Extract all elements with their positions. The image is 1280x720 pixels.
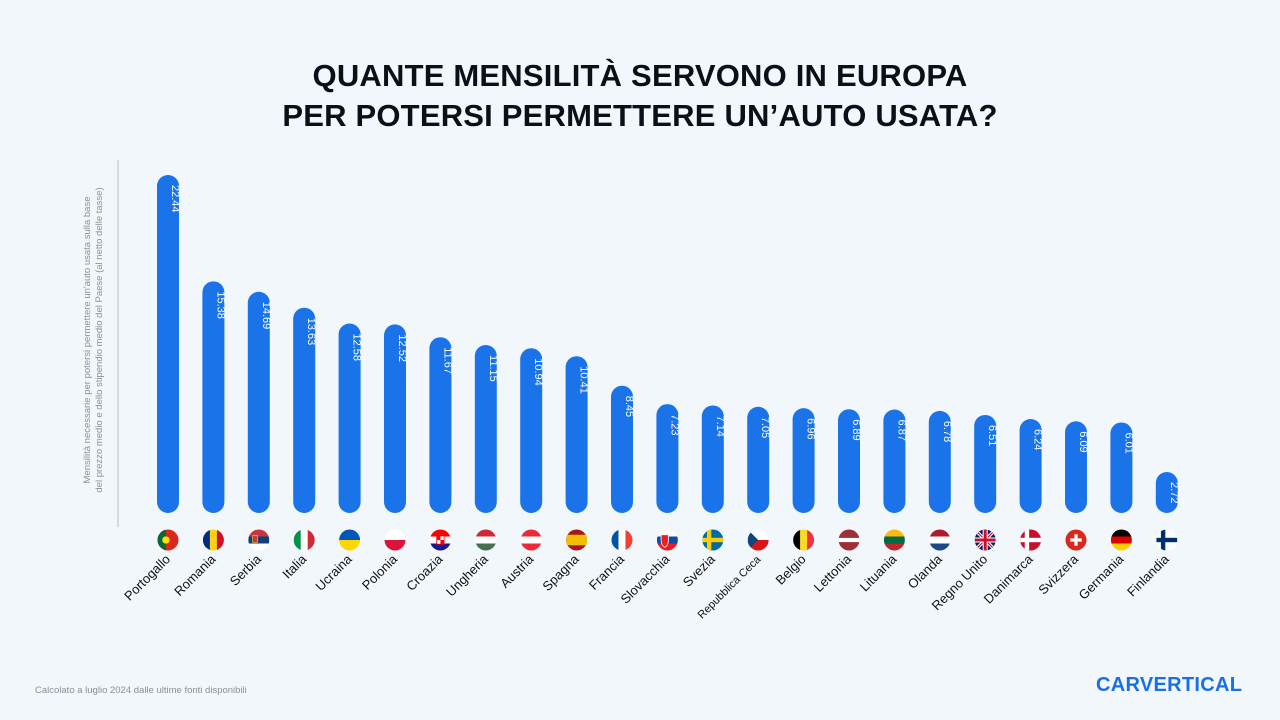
spain-flag xyxy=(566,529,588,551)
value-label: 11.15 xyxy=(487,355,499,382)
category-label: Romania xyxy=(171,551,219,599)
value-label: 2.72 xyxy=(1168,482,1180,503)
bar xyxy=(1155,472,1178,513)
bar xyxy=(293,307,316,513)
y-axis-label-line-2: del prezzo medio e dello stipendio medio… xyxy=(94,187,105,492)
carvertical-logo: CARVERTICAL xyxy=(1096,674,1243,696)
bar xyxy=(565,356,588,513)
bar xyxy=(656,404,679,513)
value-label: 7.14 xyxy=(714,415,726,436)
bar xyxy=(157,175,179,513)
france-flag xyxy=(611,529,633,551)
category-label: Spagna xyxy=(539,551,582,594)
bar xyxy=(520,348,543,513)
category-label: Ucraina xyxy=(312,551,355,594)
bar xyxy=(1065,421,1087,513)
czech-flag xyxy=(747,529,769,551)
category-label: Serbia xyxy=(227,551,265,589)
value-label: 6.01 xyxy=(1122,432,1134,453)
value-label: 6.96 xyxy=(805,418,817,439)
lithuania-flag xyxy=(883,529,905,551)
bar xyxy=(701,405,724,513)
bar xyxy=(611,385,633,513)
bar xyxy=(474,345,497,513)
hungary-flag xyxy=(475,529,497,551)
austria-flag xyxy=(520,529,542,551)
value-label: 11.67 xyxy=(441,347,453,374)
portugal-flag xyxy=(157,529,179,551)
category-label: Austria xyxy=(497,551,537,591)
value-label: 10.94 xyxy=(532,358,544,386)
croatia-flag xyxy=(429,529,451,551)
bar xyxy=(338,323,361,513)
category-label: Danimarca xyxy=(981,551,1037,607)
value-label: 12.58 xyxy=(351,334,363,362)
bar xyxy=(247,291,270,513)
denmark-flag xyxy=(1020,529,1042,551)
value-label: 8.45 xyxy=(623,396,635,417)
title-line-2: PER POTERSI PERMETTERE UN’AUTO USATA? xyxy=(282,98,998,133)
latvia-flag xyxy=(838,529,860,551)
value-label: 6.78 xyxy=(941,421,953,442)
category-label: Svizzera xyxy=(1035,551,1081,597)
value-label: 6.89 xyxy=(850,419,862,440)
bar xyxy=(792,408,815,513)
category-label: Ungheria xyxy=(443,551,491,599)
bar xyxy=(1019,419,1042,513)
bar xyxy=(202,281,225,513)
germany-flag xyxy=(1110,529,1132,551)
category-label: Italia xyxy=(279,551,310,582)
value-label: 12.52 xyxy=(396,334,408,362)
value-label: 22.44 xyxy=(169,185,181,213)
belgium-flag xyxy=(793,529,815,551)
title-line-1: QUANTE MENSILITÀ SERVONO IN EUROPA xyxy=(312,58,968,93)
value-label: 13.63 xyxy=(305,318,317,346)
category-label: Finlandia xyxy=(1124,551,1172,599)
bar xyxy=(974,414,997,513)
bar xyxy=(1110,422,1133,513)
bar xyxy=(384,324,406,513)
bar xyxy=(838,409,860,513)
finland-flag xyxy=(1156,529,1178,551)
category-label: Croazia xyxy=(403,551,446,594)
italy-flag xyxy=(293,529,315,551)
category-label: Belgio xyxy=(773,552,809,588)
y-axis-label-line-1: Mensilità necessarie per potersi permett… xyxy=(82,197,93,484)
switzerland-flag xyxy=(1065,529,1087,551)
value-label: 10.41 xyxy=(578,366,590,394)
value-label: 6.87 xyxy=(895,420,907,441)
category-label: Portogallo xyxy=(121,552,173,604)
category-label: Slovacchia xyxy=(617,551,673,607)
category-label: Francia xyxy=(586,551,628,593)
serbia-flag xyxy=(248,529,270,551)
chart-title: QUANTE MENSILITÀ SERVONO IN EUROPA PER P… xyxy=(0,56,1280,136)
category-label: Svezia xyxy=(680,551,719,590)
footnote: Calcolato a luglio 2024 dalle ultime fon… xyxy=(35,685,247,696)
value-label: 14.69 xyxy=(260,302,272,330)
sweden-flag xyxy=(702,529,724,551)
value-label: 6.09 xyxy=(1077,431,1089,452)
category-label: Polonia xyxy=(359,551,401,593)
bar xyxy=(747,406,770,513)
poland-flag xyxy=(384,529,406,551)
bar xyxy=(928,410,951,513)
netherlands-flag xyxy=(929,529,951,551)
value-label: 7.05 xyxy=(759,417,771,438)
value-label: 15.38 xyxy=(214,291,226,319)
category-label: Lituania xyxy=(857,551,900,594)
uk-flag xyxy=(974,529,996,551)
category-label: Lettonia xyxy=(811,551,855,595)
category-label: Olanda xyxy=(905,551,946,592)
bar xyxy=(429,337,452,513)
value-label: 6.51 xyxy=(986,425,998,446)
romania-flag xyxy=(202,529,224,551)
ukraine-flag xyxy=(339,529,361,551)
value-label: 7.23 xyxy=(668,414,680,435)
slovakia-flag xyxy=(656,529,678,551)
value-label: 6.24 xyxy=(1032,429,1044,450)
category-label: Germania xyxy=(1076,551,1128,603)
bar xyxy=(883,409,906,513)
